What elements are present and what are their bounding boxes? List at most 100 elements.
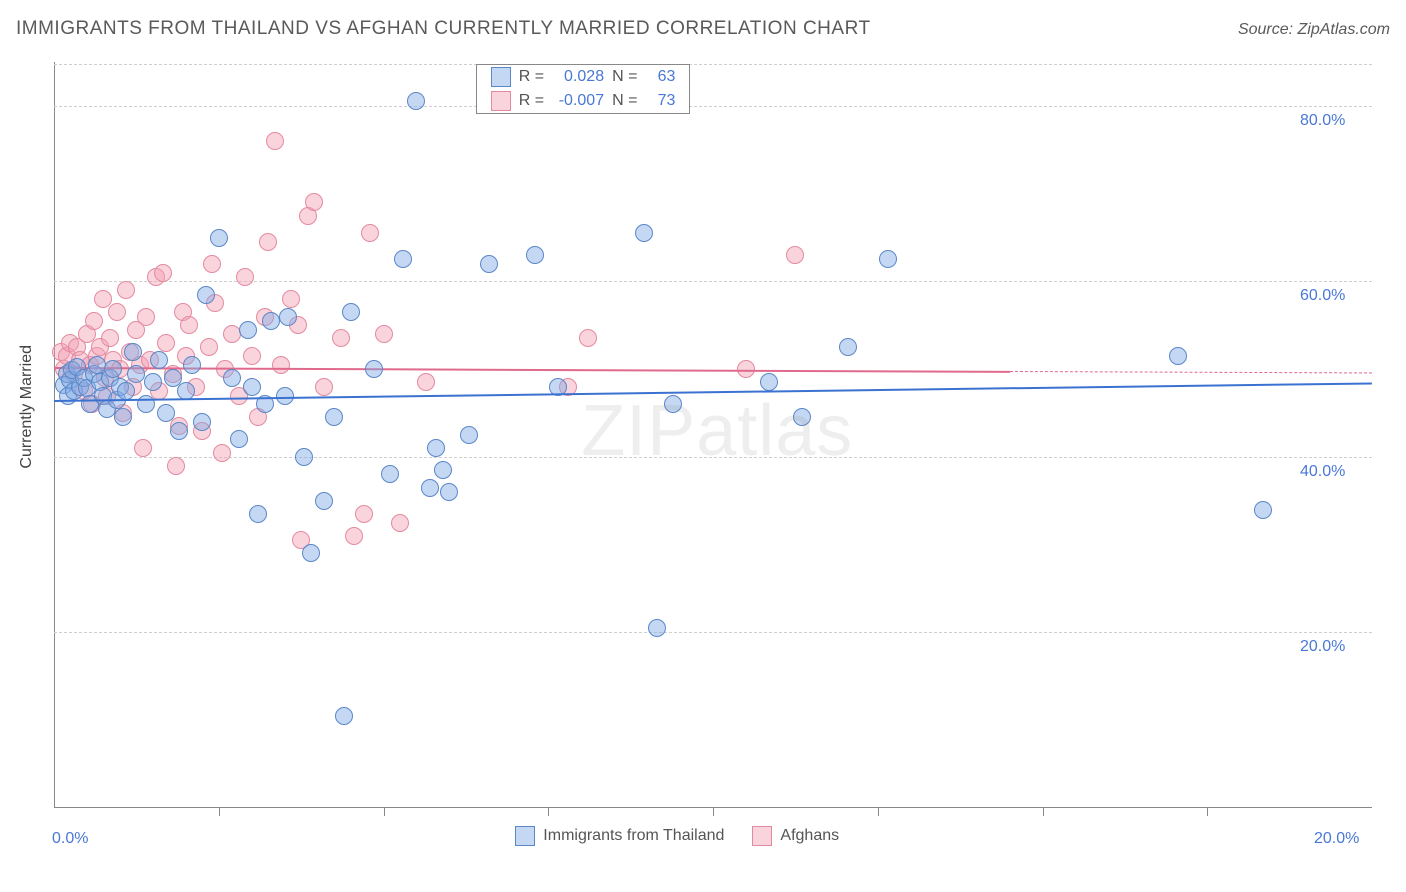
data-point-thailand [170, 422, 188, 440]
bottom-legend: Immigrants from Thailand Afghans [515, 826, 839, 846]
legend-row-afghans: R = -0.007 N = 73 [477, 89, 690, 113]
data-point-thailand [342, 303, 360, 321]
data-point-afghans [361, 224, 379, 242]
legend-swatch-thailand [491, 67, 511, 87]
chart-title: IMMIGRANTS FROM THAILAND VS AFGHAN CURRE… [16, 18, 871, 40]
data-point-thailand [295, 448, 313, 466]
x-min-label: 0.0% [52, 830, 88, 848]
data-point-thailand [365, 360, 383, 378]
data-point-afghans [315, 378, 333, 396]
data-point-afghans [213, 444, 231, 462]
data-point-thailand [210, 229, 228, 247]
data-point-thailand [117, 382, 135, 400]
x-tick [1043, 808, 1044, 816]
data-point-afghans [355, 505, 373, 523]
data-point-thailand [150, 351, 168, 369]
data-point-afghans [134, 439, 152, 457]
data-point-thailand [183, 356, 201, 374]
data-point-thailand [223, 369, 241, 387]
data-point-afghans [305, 193, 323, 211]
legend-r-label: R = [519, 92, 544, 110]
legend-row-thailand: R = 0.028 N = 63 [477, 65, 690, 89]
data-point-thailand [394, 250, 412, 268]
data-point-thailand [276, 387, 294, 405]
source-prefix: Source: [1238, 21, 1298, 38]
data-point-afghans [108, 303, 126, 321]
data-point-afghans [332, 329, 350, 347]
data-point-afghans [154, 264, 172, 282]
x-max-label: 20.0% [1314, 830, 1359, 848]
data-point-thailand [460, 426, 478, 444]
data-point-thailand [648, 619, 666, 637]
trend-line-afghans [1010, 371, 1372, 373]
data-point-thailand [434, 461, 452, 479]
data-point-thailand [230, 430, 248, 448]
source-name: ZipAtlas.com [1298, 21, 1390, 38]
data-point-afghans [272, 356, 290, 374]
bottom-legend-item-thailand: Immigrants from Thailand [515, 826, 724, 846]
data-point-thailand [127, 365, 145, 383]
data-point-afghans [579, 329, 597, 347]
legend-n-label: N = [612, 68, 637, 86]
x-tick [878, 808, 879, 816]
legend-r-value: -0.007 [552, 92, 604, 110]
data-point-thailand [635, 224, 653, 242]
data-point-thailand [124, 343, 142, 361]
data-point-afghans [266, 132, 284, 150]
data-point-afghans [391, 514, 409, 532]
bottom-legend-item-afghans: Afghans [752, 826, 839, 846]
data-point-afghans [157, 334, 175, 352]
data-point-thailand [197, 286, 215, 304]
data-point-afghans [180, 316, 198, 334]
data-point-thailand [325, 408, 343, 426]
bottom-legend-swatch [752, 826, 772, 846]
legend-r-label: R = [519, 68, 544, 86]
data-point-afghans [117, 281, 135, 299]
data-point-thailand [793, 408, 811, 426]
data-point-afghans [167, 457, 185, 475]
data-point-afghans [203, 255, 221, 273]
data-point-thailand [144, 373, 162, 391]
legend-n-label: N = [612, 92, 637, 110]
data-point-afghans [282, 290, 300, 308]
data-point-thailand [193, 413, 211, 431]
grid-line [54, 106, 1372, 107]
data-point-afghans [236, 268, 254, 286]
data-point-thailand [1169, 347, 1187, 365]
data-point-thailand [664, 395, 682, 413]
data-point-thailand [262, 312, 280, 330]
data-point-afghans [786, 246, 804, 264]
y-axis-title: Currently Married [18, 345, 36, 469]
y-tick-label: 60.0% [1300, 287, 1345, 305]
legend-n-value: 73 [645, 92, 675, 110]
data-point-afghans [223, 325, 241, 343]
data-point-thailand [243, 378, 261, 396]
data-point-thailand [335, 707, 353, 725]
grid-line [54, 457, 1372, 458]
bottom-legend-label: Immigrants from Thailand [543, 827, 724, 845]
legend-r-value: 0.028 [552, 68, 604, 86]
grid-line [54, 632, 1372, 633]
legend-n-value: 63 [645, 68, 675, 86]
data-point-thailand [249, 505, 267, 523]
data-point-thailand [440, 483, 458, 501]
y-tick-label: 20.0% [1300, 638, 1345, 656]
data-point-thailand [114, 408, 132, 426]
data-point-thailand [760, 373, 778, 391]
data-point-thailand [302, 544, 320, 562]
data-point-thailand [104, 360, 122, 378]
data-point-afghans [137, 308, 155, 326]
scatter-plot [54, 62, 1372, 808]
data-point-thailand [381, 465, 399, 483]
data-point-thailand [480, 255, 498, 273]
y-tick-label: 40.0% [1300, 463, 1345, 481]
data-point-thailand [157, 404, 175, 422]
data-point-thailand [315, 492, 333, 510]
data-point-thailand [421, 479, 439, 497]
data-point-thailand [427, 439, 445, 457]
chart-source: Source: ZipAtlas.com [1238, 21, 1390, 39]
bottom-legend-swatch [515, 826, 535, 846]
x-tick [219, 808, 220, 816]
data-point-thailand [526, 246, 544, 264]
legend-swatch-afghans [491, 91, 511, 111]
